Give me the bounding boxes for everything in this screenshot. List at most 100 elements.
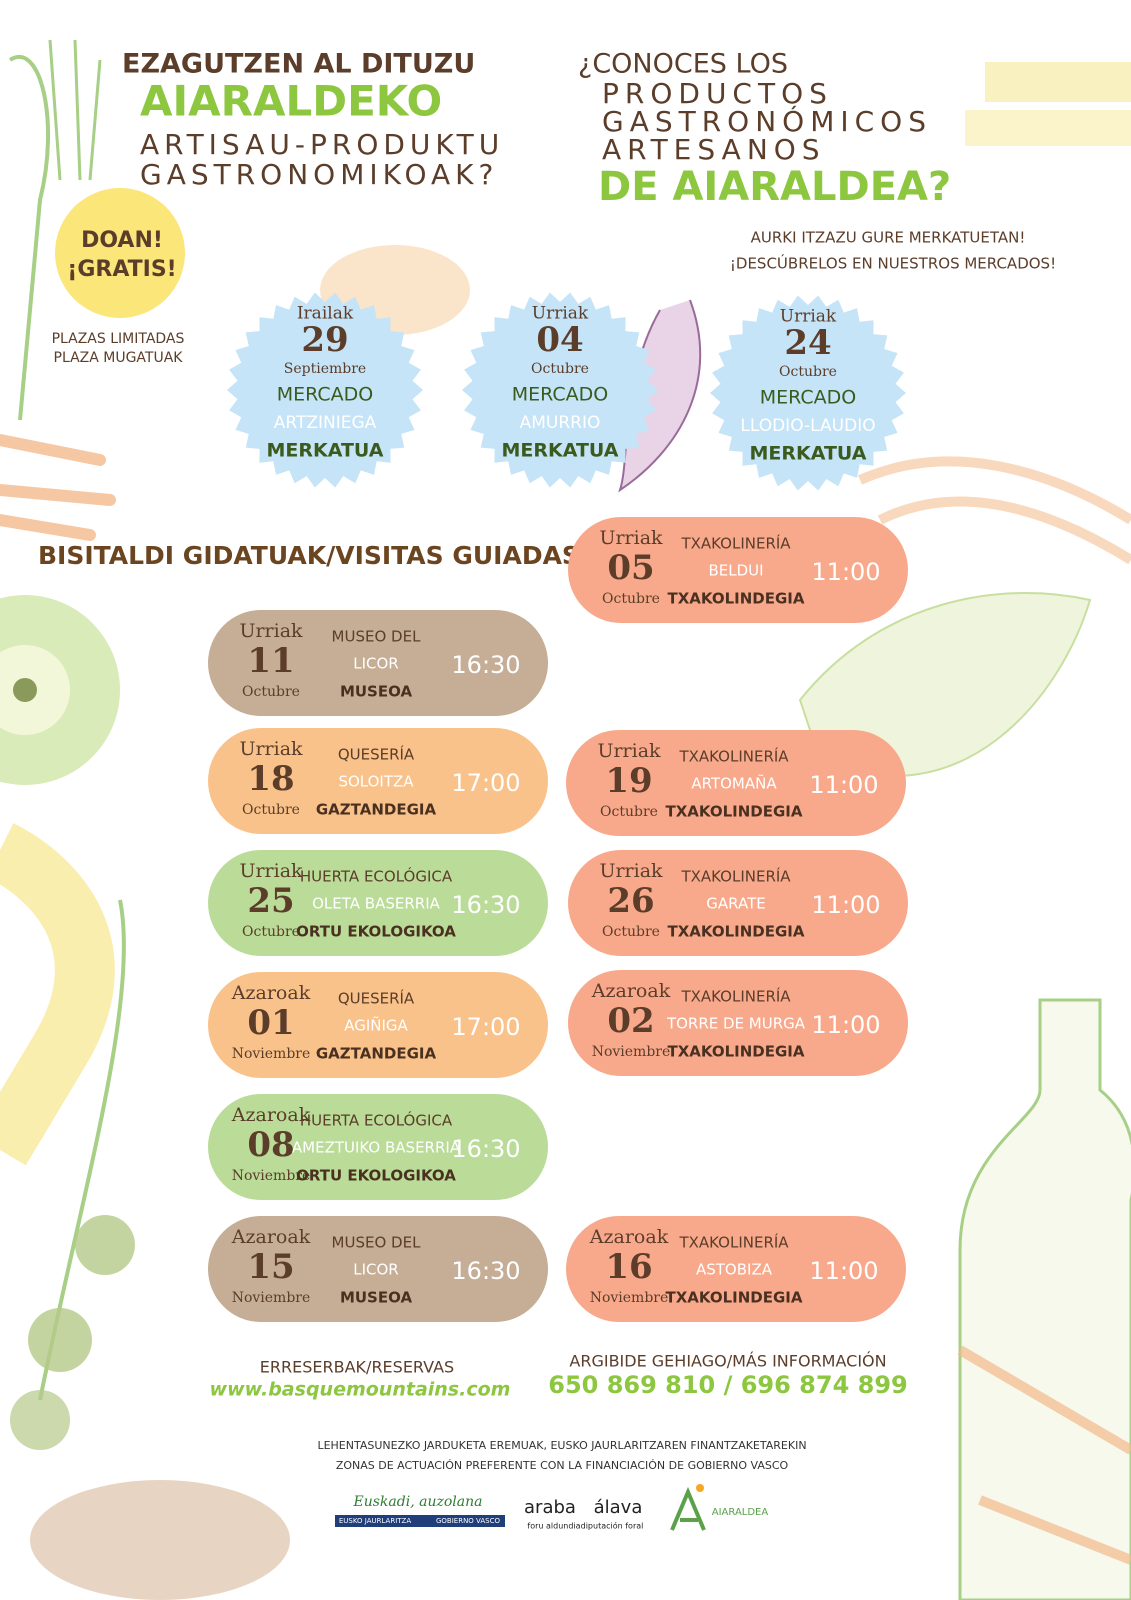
visit-type: TXAKOLINERÍA [678, 1233, 789, 1252]
visit-card-bg [208, 972, 548, 1078]
visit-month-es: Noviembre [232, 1168, 311, 1184]
visit-month-es: Noviembre [590, 1290, 669, 1306]
visit-month-eu: Azaroak [231, 1226, 311, 1248]
visit-month-eu: Urriak [239, 620, 303, 642]
market-place: ARTZINIEGA [274, 413, 377, 433]
market-label-eu: MERKATUA [750, 443, 867, 465]
visit-type: MUSEO DEL [332, 628, 422, 646]
visit-time: 16:30 [451, 891, 520, 919]
visit-month-es: Octubre [242, 802, 300, 818]
visit-type: QUESERÍA [338, 745, 415, 764]
market-day: 24 [784, 323, 831, 363]
visit-type: HUERTA ECOLÓGICA [300, 867, 453, 886]
badge-text: ¡GRATIS! [67, 257, 176, 282]
visit-card-bg [208, 850, 548, 956]
info-label: ARGIBIDE GEHIAGO/MÁS INFORMACIÓN [569, 1352, 886, 1371]
visit-place: AMEZTUIKO BASERRIA [292, 1139, 461, 1157]
market-label-eu: MERKATUA [267, 440, 384, 462]
market-month-eu: Urriak [780, 307, 837, 327]
visit-time: 16:30 [451, 651, 520, 679]
market-day: 29 [301, 320, 348, 360]
visit-card-bg [208, 1094, 548, 1200]
market-label-es: MERCADO [760, 387, 857, 409]
visit-type: MUSEO DEL [332, 1234, 422, 1252]
visit-month-eu: Urriak [599, 527, 663, 549]
visit-time: 11:00 [811, 891, 880, 919]
market-month-es: Septiembre [284, 361, 366, 377]
visit-label: TXAKOLINDEGIA [666, 803, 803, 821]
visit-card-bg [566, 730, 906, 836]
visit-month-eu: Urriak [239, 738, 303, 760]
visit-day: 25 [247, 881, 294, 921]
visit-month-eu: Azaroak [589, 1226, 669, 1248]
reservations-url[interactable]: www.basquemountains.com [210, 1379, 511, 1401]
visit-day: 18 [247, 759, 294, 799]
visit-label: GAZTANDEGIA [316, 1045, 437, 1063]
visit-time: 11:00 [809, 1257, 878, 1285]
visit-month-es: Octubre [600, 804, 658, 820]
visit-time: 17:00 [451, 1013, 520, 1041]
places-note: PLAZA MUGATUAK [54, 350, 184, 366]
logo-alava: álava [594, 1497, 643, 1518]
visit-type: TXAKOLINERÍA [680, 867, 791, 886]
funding-line: ZONAS DE ACTUACIÓN PREFERENTE CON LA FIN… [336, 1459, 789, 1472]
visit-month-eu: Urriak [597, 740, 661, 762]
visit-place: GARATE [706, 895, 765, 913]
visit-label: TXAKOLINDEGIA [666, 1289, 803, 1307]
logo-foru: foru aldundia [527, 1522, 580, 1531]
market-badge [227, 292, 423, 488]
eu-line: GASTRONOMIKOAK? [140, 158, 498, 191]
visit-day: 16 [605, 1247, 652, 1287]
visit-place: ARTOMAÑA [691, 774, 777, 793]
market-month-es: Octubre [531, 361, 589, 377]
es-line: DE AIARALDEA? [598, 164, 951, 210]
visits-title: BISITALDI GIDATUAK/VISITAS GUIADAS [38, 541, 580, 570]
visit-place: BELDUI [708, 562, 763, 580]
visit-label: ORTU EKOLOGIKOA [296, 1167, 456, 1185]
visit-month-eu: Azaroak [591, 980, 671, 1002]
visit-type: HUERTA ECOLÓGICA [300, 1111, 453, 1130]
visit-label: TXAKOLINDEGIA [668, 923, 805, 941]
logo-aiaraldea-mark [670, 1486, 706, 1531]
visit-day: 08 [247, 1125, 294, 1165]
eu-line: ARTISAU-PRODUKTU [140, 128, 504, 161]
visit-month-es: Octubre [242, 924, 300, 940]
visit-card-bg [568, 517, 908, 623]
market-place: LLODIO-LAUDIO [740, 416, 875, 436]
visit-type: TXAKOLINERÍA [680, 987, 791, 1006]
visit-day: 02 [607, 1001, 654, 1041]
visits: Urriak05OctubreTXAKOLINERÍABELDUITXAKOLI… [208, 517, 908, 1322]
visit-label: TXAKOLINDEGIA [668, 590, 805, 608]
market-month-es: Octubre [779, 364, 837, 380]
visit-type: TXAKOLINERÍA [678, 747, 789, 766]
visit-month-es: Octubre [602, 591, 660, 607]
visit-time: 17:00 [451, 769, 520, 797]
logo-euskadi: Euskadi, auzolana [353, 1494, 483, 1510]
market-label-es: MERCADO [277, 384, 374, 406]
visit-time: 16:30 [451, 1135, 520, 1163]
reservations-label: ERRESERBAK/RESERVAS [260, 1358, 454, 1377]
visit-card-bg [208, 610, 548, 716]
visit-month-eu: Azaroak [231, 1104, 311, 1126]
visit-card-bg [568, 850, 908, 956]
visit-type: TXAKOLINERÍA [680, 534, 791, 553]
eu-line: EZAGUTZEN AL DITUZU [122, 49, 475, 80]
visit-place: ASTOBIZA [696, 1261, 773, 1279]
visit-day: 26 [607, 881, 654, 921]
visit-month-es: Octubre [602, 924, 660, 940]
visit-month-es: Noviembre [232, 1046, 311, 1062]
visit-day: 15 [247, 1247, 294, 1287]
eu-line: AIARALDEKO [140, 77, 442, 126]
visit-place: LICOR [353, 1261, 398, 1279]
logo-gobierno: GOBIERNO VASCO [436, 1517, 501, 1525]
market-badge [710, 295, 906, 491]
